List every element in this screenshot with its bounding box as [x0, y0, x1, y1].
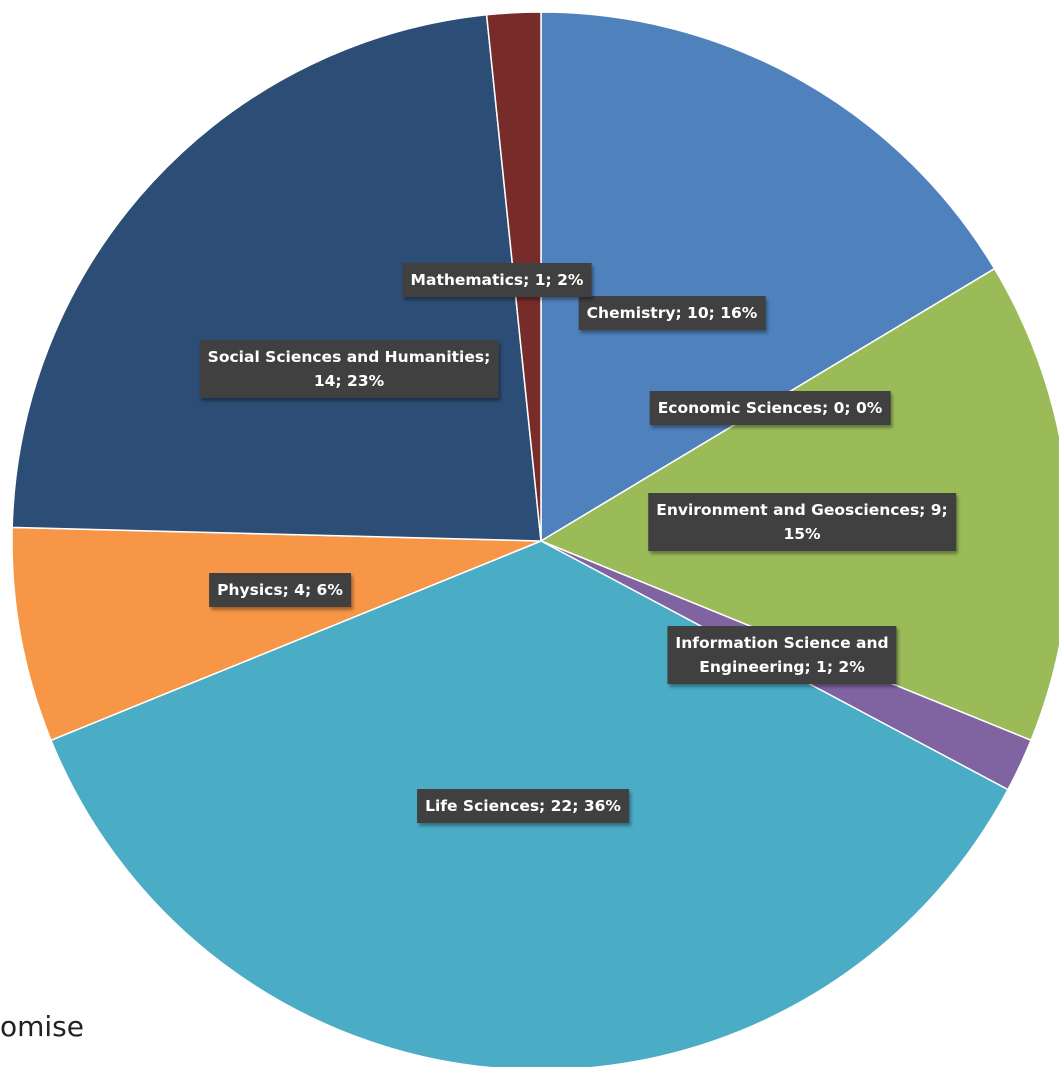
data-label-line: Chemistry; 10; 16%: [586, 304, 758, 322]
data-label-economic-sciences: Economic Sciences; 0; 0%: [649, 391, 891, 425]
background-text: omise: [0, 1010, 84, 1043]
data-label-line: Physics; 4; 6%: [217, 581, 343, 599]
data-label-line: Mathematics; 1; 2%: [410, 271, 584, 289]
data-label-information-science-and-engineering: Information Science and Engineering; 1; 2…: [667, 626, 897, 684]
data-label-life-sciences: Life Sciences; 22; 36%: [417, 789, 629, 823]
data-label-physics: Physics; 4; 6%: [209, 573, 351, 607]
data-label-mathematics: Mathematics; 1; 2%: [402, 263, 592, 297]
data-label-chemistry: Chemistry; 10; 16%: [578, 296, 766, 330]
data-label-line: Information Science and: [675, 634, 889, 652]
pie-slice-physics: [11, 526, 542, 742]
data-label-social-sciences-and-humanities: Social Sciences and Humanities; 14; 23%: [199, 340, 499, 398]
data-label-environment-and-geosciences: Environment and Geosciences; 9; 15%: [648, 493, 956, 551]
pie-slice-social-sciences-and-humanities: [11, 13, 542, 542]
data-label-line: Life Sciences; 22; 36%: [425, 797, 621, 815]
data-label-line: 15%: [783, 525, 821, 543]
data-label-line: Engineering; 1; 2%: [699, 658, 865, 676]
data-label-line: Economic Sciences; 0; 0%: [657, 399, 883, 417]
data-label-line: Social Sciences and Humanities;: [207, 348, 491, 366]
data-label-line: Environment and Geosciences; 9;: [656, 501, 948, 519]
data-label-line: 14; 23%: [313, 372, 385, 390]
